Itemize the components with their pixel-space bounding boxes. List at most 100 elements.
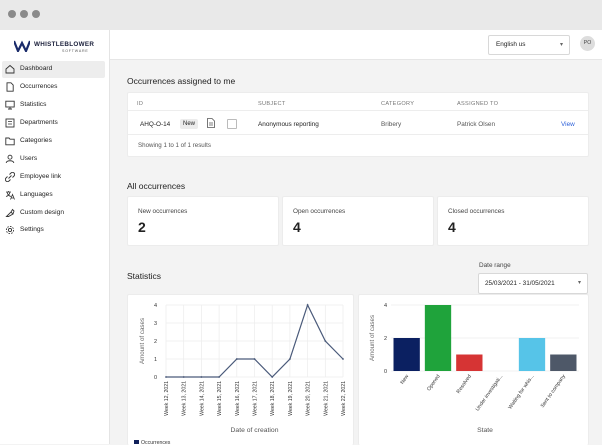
column-header-assigned-to: ASSIGNED TO <box>457 101 499 107</box>
occurrence-assignee: Patrick Olsen <box>457 121 496 128</box>
logo-subtitle: SOFTWARE <box>62 49 89 53</box>
y-axis-label: Amount of cases <box>369 315 376 361</box>
language-select[interactable]: English us ▾ <box>488 35 570 55</box>
sidebar-item-departments[interactable]: Departments <box>2 115 105 132</box>
home-icon <box>5 64 15 74</box>
all-occurrences-title: All occurrences <box>127 181 186 191</box>
close-window-icon[interactable] <box>8 10 16 18</box>
y-tick-label: 0 <box>154 375 157 381</box>
bar-chart: 0 2 4 Amount of cases New Opened Resolved Under… <box>369 303 579 434</box>
bar-chart-card: 0 2 4 Amount of cases New Opened Resolved Under… <box>358 294 589 445</box>
stat-value: 2 <box>138 219 146 235</box>
data-point <box>324 340 327 342</box>
translate-icon <box>5 191 15 200</box>
data-point <box>218 376 220 378</box>
sidebar-item-label: Departments <box>20 119 58 126</box>
sidebar-item-users[interactable]: Users <box>2 151 105 168</box>
bar <box>456 354 483 371</box>
x-tick-label: New <box>399 374 410 386</box>
top-bar: English us ▾ PO <box>110 30 602 60</box>
users-icon <box>5 154 15 164</box>
user-avatar[interactable]: PO <box>580 36 595 51</box>
language-select-value: English us <box>496 41 526 48</box>
status-badge: New <box>180 119 199 129</box>
x-tick-label: Week 15, 2021 <box>217 381 223 416</box>
date-range-picker[interactable]: 25/03/2021 - 31/05/2021 ▾ <box>478 273 588 294</box>
y-tick-label: 3 <box>154 321 157 327</box>
stat-card-open: Open occurrences 4 <box>282 196 434 246</box>
sidebar-item-occurrences[interactable]: Occurrences <box>2 79 105 96</box>
chevron-down-icon: ▾ <box>577 280 581 286</box>
sidebar-item-languages[interactable]: Languages <box>2 187 105 204</box>
folder-icon <box>5 137 15 146</box>
y-tick-label: 2 <box>154 339 157 345</box>
stat-label: Open occurrences <box>293 208 346 215</box>
building-icon <box>5 118 15 128</box>
bar <box>518 338 546 371</box>
document-icon[interactable] <box>207 118 215 128</box>
y-tick-label: 4 <box>154 303 157 309</box>
stat-value: 4 <box>448 219 456 235</box>
data-point <box>342 358 344 360</box>
window-titlebar <box>0 0 602 30</box>
y-tick-label: 0 <box>384 369 387 375</box>
document-icon <box>6 82 14 92</box>
maximize-window-icon[interactable] <box>32 10 40 18</box>
sidebar-item-settings[interactable]: Settings <box>2 222 105 239</box>
x-tick-label: Week 14, 2021 <box>199 381 205 416</box>
data-point <box>271 376 274 378</box>
stat-card-closed: Closed occurrences 4 <box>437 196 589 246</box>
occurrence-subject: Anonymous reporting <box>258 121 319 128</box>
stat-value: 4 <box>293 219 301 235</box>
sidebar-item-label: Occurrences <box>20 83 58 90</box>
sidebar-item-categories[interactable]: Categories <box>2 133 105 150</box>
column-header-id: ID <box>137 101 144 107</box>
sidebar-item-label: Languages <box>20 191 53 198</box>
monitor-icon <box>5 100 15 110</box>
data-point <box>200 376 203 378</box>
sidebar-item-label: Categories <box>20 137 52 144</box>
x-tick-label: Under investigati... <box>475 374 505 413</box>
x-tick-label: Waiting for whis... <box>507 374 535 411</box>
data-point <box>165 376 167 378</box>
sidebar-item-label: Statistics <box>20 101 47 108</box>
sidebar: WHISTLEBLOWER SOFTWARE Dashboard Occurren… <box>0 30 110 444</box>
minimize-window-icon[interactable] <box>20 10 28 18</box>
sidebar-item-label: Settings <box>20 226 44 233</box>
x-tick-label: Week 16, 2021 <box>235 381 241 416</box>
link-icon <box>5 172 15 182</box>
view-occurrence-link[interactable]: View <box>561 121 575 128</box>
y-axis-label: Amount of cases <box>139 318 146 364</box>
sidebar-item-statistics[interactable]: Statistics <box>2 97 105 114</box>
y-tick-label: 1 <box>154 357 157 363</box>
x-tick-label: Sent to company <box>540 373 567 409</box>
app-logo[interactable]: WHISTLEBLOWER SOFTWARE <box>14 40 108 56</box>
x-tick-label: Resolved <box>456 374 473 395</box>
x-tick-label: Week 13, 2021 <box>182 381 188 416</box>
data-point <box>182 376 185 378</box>
assigned-section-title: Occurrences assigned to me <box>127 76 236 86</box>
statistics-title: Statistics <box>127 271 162 281</box>
row-checkbox[interactable] <box>227 119 237 129</box>
x-tick-label: Opened <box>426 374 442 393</box>
sidebar-item-custom-design[interactable]: Custom design <box>2 205 105 222</box>
x-tick-label: Week 12, 2021 <box>164 381 170 416</box>
chevron-down-icon: ▾ <box>559 42 563 48</box>
data-point <box>253 358 256 360</box>
stat-label: New occurrences <box>138 208 188 215</box>
sidebar-item-employee-link[interactable]: Employee link <box>2 169 105 186</box>
x-axis-label: Date of creation <box>231 427 279 434</box>
data-point <box>235 358 238 360</box>
column-header-category: CATEGORY <box>381 101 415 107</box>
sidebar-item-label: Dashboard <box>20 65 53 72</box>
logo-mark-icon <box>14 40 30 52</box>
x-axis-label: State <box>477 427 493 434</box>
x-tick-label: Week 21, 2021 <box>323 381 329 416</box>
x-tick-label: Week 19, 2021 <box>288 381 294 416</box>
palette-icon <box>5 208 15 217</box>
stat-card-new: New occurrences 2 <box>127 196 279 246</box>
x-tick-label: Week 22, 2021 <box>341 381 347 416</box>
x-tick-label: Week 20, 2021 <box>306 381 312 416</box>
sidebar-item-dashboard[interactable]: Dashboard <box>2 61 105 78</box>
occurrence-category: Bribery <box>381 121 402 128</box>
